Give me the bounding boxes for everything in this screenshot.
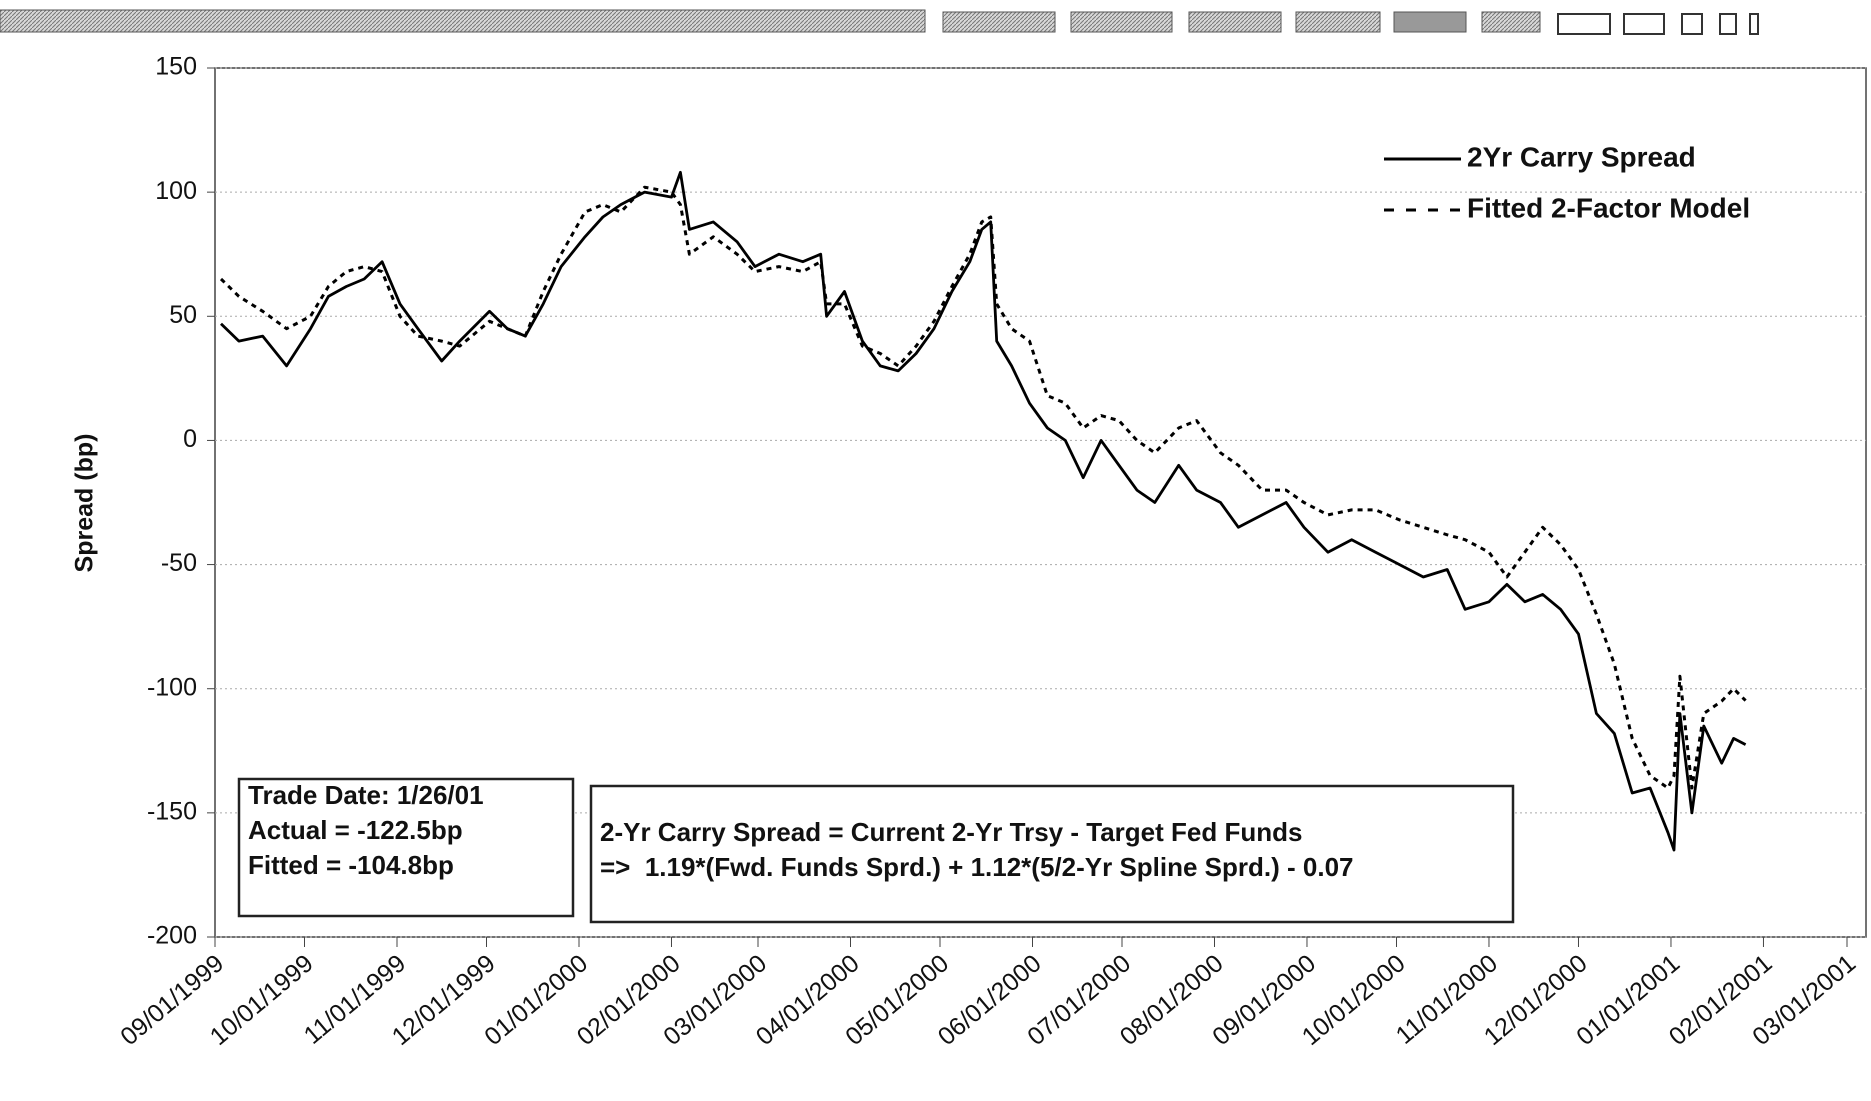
legend-label: 2Yr Carry Spread: [1467, 141, 1696, 172]
annotation-text: => 1.19*(Fwd. Funds Sprd.) + 1.12*(5/2-Y…: [600, 852, 1354, 882]
y-axis-label: Spread (bp): [71, 434, 99, 573]
series-line: [219, 185, 1747, 790]
y-tick-label: 100: [155, 177, 197, 205]
y-tick-label: -100: [147, 673, 197, 701]
annotation-box: [589, 784, 1515, 924]
annotation-text: Trade Date: 1/26/01: [248, 780, 484, 810]
annotation-text: 2-Yr Carry Spread = Current 2-Yr Trsy - …: [600, 817, 1302, 847]
y-tick-label: -50: [161, 549, 197, 577]
y-tick-label: -150: [147, 797, 197, 825]
y-tick-label: 50: [169, 301, 197, 329]
y-tick-label: -200: [147, 922, 197, 950]
legend-label: Fitted 2-Factor Model: [1467, 192, 1750, 223]
scan-toolbar: [0, 9, 1759, 35]
series-line: [220, 170, 1747, 852]
annotation-text: Fitted = -104.8bp: [248, 850, 454, 880]
y-tick-label: 0: [183, 425, 197, 453]
annotation-box: [237, 777, 575, 918]
y-tick-label: 150: [155, 53, 197, 81]
annotation-text: Actual = -122.5bp: [248, 815, 463, 845]
